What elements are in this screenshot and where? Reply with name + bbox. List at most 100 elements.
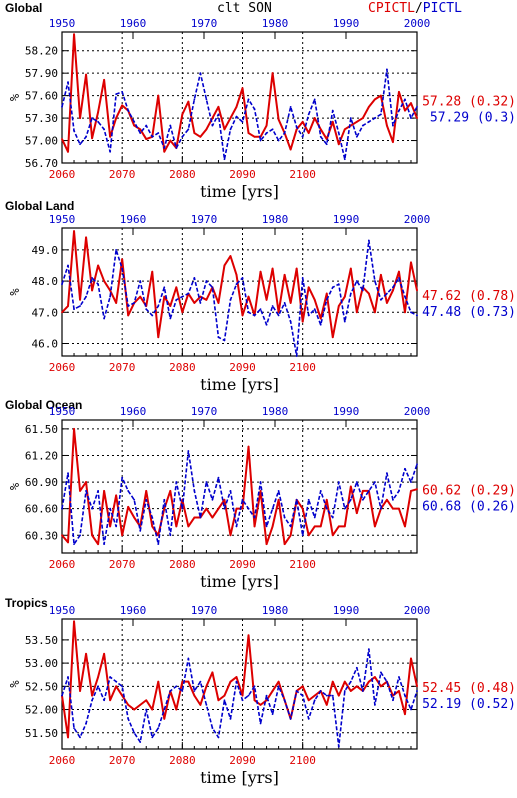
data-point-pictl — [404, 295, 406, 298]
y-axis-label: % — [7, 288, 21, 296]
data-point-cpictl — [79, 298, 81, 301]
data-point-pictl — [157, 132, 160, 134]
data-point-pictl — [325, 298, 328, 301]
data-point-pictl — [271, 305, 274, 307]
data-point-cpictl — [367, 680, 370, 683]
x-tick-label-bottom: 2070 — [109, 168, 136, 181]
data-point-cpictl — [313, 298, 316, 301]
data-point-pictl — [277, 490, 280, 492]
x-tick-label-bottom: 2080 — [169, 558, 196, 571]
data-point-cpictl — [205, 507, 208, 510]
data-point-pictl — [205, 703, 208, 706]
data-point-pictl — [319, 490, 322, 492]
data-point-cpictl — [163, 150, 166, 153]
data-point-pictl — [301, 135, 304, 138]
data-point-pictl — [416, 314, 418, 317]
data-point-cpictl — [410, 261, 412, 264]
data-point-cpictl — [217, 699, 220, 702]
data-point-pictl — [253, 685, 256, 688]
x-tick-label-bottom: 2080 — [169, 168, 196, 181]
data-point-cpictl — [199, 135, 202, 138]
data-point-pictl — [386, 472, 388, 475]
data-point-cpictl — [151, 708, 154, 711]
data-point-cpictl — [271, 690, 274, 692]
data-point-cpictl — [85, 236, 87, 239]
x-tick-label-top: 1970 — [191, 17, 218, 30]
data-point-pictl — [373, 117, 376, 119]
data-point-cpictl — [259, 270, 262, 273]
data-point-cpictl — [115, 302, 118, 304]
mean-label-cpictl: 52.45 (0.48) — [422, 681, 516, 696]
data-point-cpictl — [373, 311, 376, 314]
data-point-cpictl — [103, 79, 106, 81]
y-tick-label: 57.00 — [25, 135, 58, 148]
data-point-cpictl — [145, 699, 148, 702]
y-tick-label: 56.70 — [25, 157, 58, 170]
data-point-pictl — [271, 128, 274, 131]
y-tick-label: 57.60 — [25, 90, 58, 103]
x-tick-label-top: 2000 — [404, 405, 431, 418]
data-point-pictl — [355, 280, 358, 282]
data-point-pictl — [61, 694, 63, 697]
data-point-cpictl — [217, 302, 220, 304]
data-point-cpictl — [61, 311, 63, 314]
x-tick-label-top: 2000 — [404, 604, 431, 617]
data-point-cpictl — [361, 490, 364, 492]
data-point-cpictl — [199, 295, 202, 298]
data-point-cpictl — [373, 525, 376, 528]
data-point-cpictl — [97, 111, 100, 113]
data-point-pictl — [247, 694, 250, 697]
data-point-cpictl — [91, 289, 93, 292]
data-point-cpictl — [301, 320, 304, 323]
data-point-pictl — [163, 708, 166, 711]
data-point-pictl — [211, 124, 214, 127]
data-point-pictl — [229, 490, 232, 492]
data-point-pictl — [241, 277, 244, 279]
mean-label-cpictl: 57.28 (0.32) — [422, 95, 516, 110]
data-point-pictl — [199, 516, 202, 519]
data-point-cpictl — [67, 736, 69, 739]
data-point-pictl — [109, 295, 112, 298]
data-point-cpictl — [97, 543, 100, 546]
x-tick-label-top: 2000 — [404, 213, 431, 226]
data-point-cpictl — [175, 286, 178, 289]
data-point-cpictl — [247, 634, 250, 637]
data-point-cpictl — [169, 490, 172, 492]
header-title: clt SON — [217, 1, 272, 16]
legend-label-pictl: PICTL — [423, 1, 462, 16]
data-point-pictl — [193, 490, 196, 492]
data-point-pictl — [337, 132, 340, 134]
data-point-pictl — [139, 741, 142, 743]
data-point-pictl — [379, 298, 382, 301]
panel-2: Global Ocean 2060 2070 2080 2090 2100 1950 1960… — [5, 398, 516, 591]
data-point-cpictl — [103, 652, 106, 655]
panel-title: Global — [5, 1, 42, 15]
data-point-pictl — [205, 98, 208, 101]
data-point-pictl — [410, 708, 412, 711]
x-tick-label-top: 1960 — [120, 604, 147, 617]
data-point-cpictl — [73, 620, 75, 623]
data-point-pictl — [295, 355, 298, 357]
data-point-pictl — [367, 239, 370, 242]
data-point-cpictl — [307, 286, 310, 289]
data-point-pictl — [337, 283, 340, 286]
plot-frame — [61, 227, 418, 357]
data-point-cpictl — [187, 100, 190, 103]
data-point-cpictl — [355, 685, 358, 688]
x-tick-label-bottom: 2090 — [229, 558, 256, 571]
data-point-pictl — [361, 124, 364, 127]
data-point-pictl — [145, 708, 148, 711]
data-point-pictl — [301, 277, 304, 279]
data-point-pictl — [241, 120, 244, 123]
data-point-cpictl — [379, 685, 382, 688]
data-point-pictl — [241, 498, 244, 501]
data-point-cpictl — [355, 120, 358, 123]
data-point-pictl — [289, 525, 292, 528]
data-point-cpictl — [301, 120, 304, 123]
data-point-pictl — [337, 745, 340, 748]
data-point-pictl — [175, 685, 178, 688]
data-point-pictl — [265, 132, 268, 134]
data-point-cpictl — [121, 694, 124, 697]
data-point-pictl — [404, 467, 406, 470]
data-point-pictl — [127, 109, 130, 112]
